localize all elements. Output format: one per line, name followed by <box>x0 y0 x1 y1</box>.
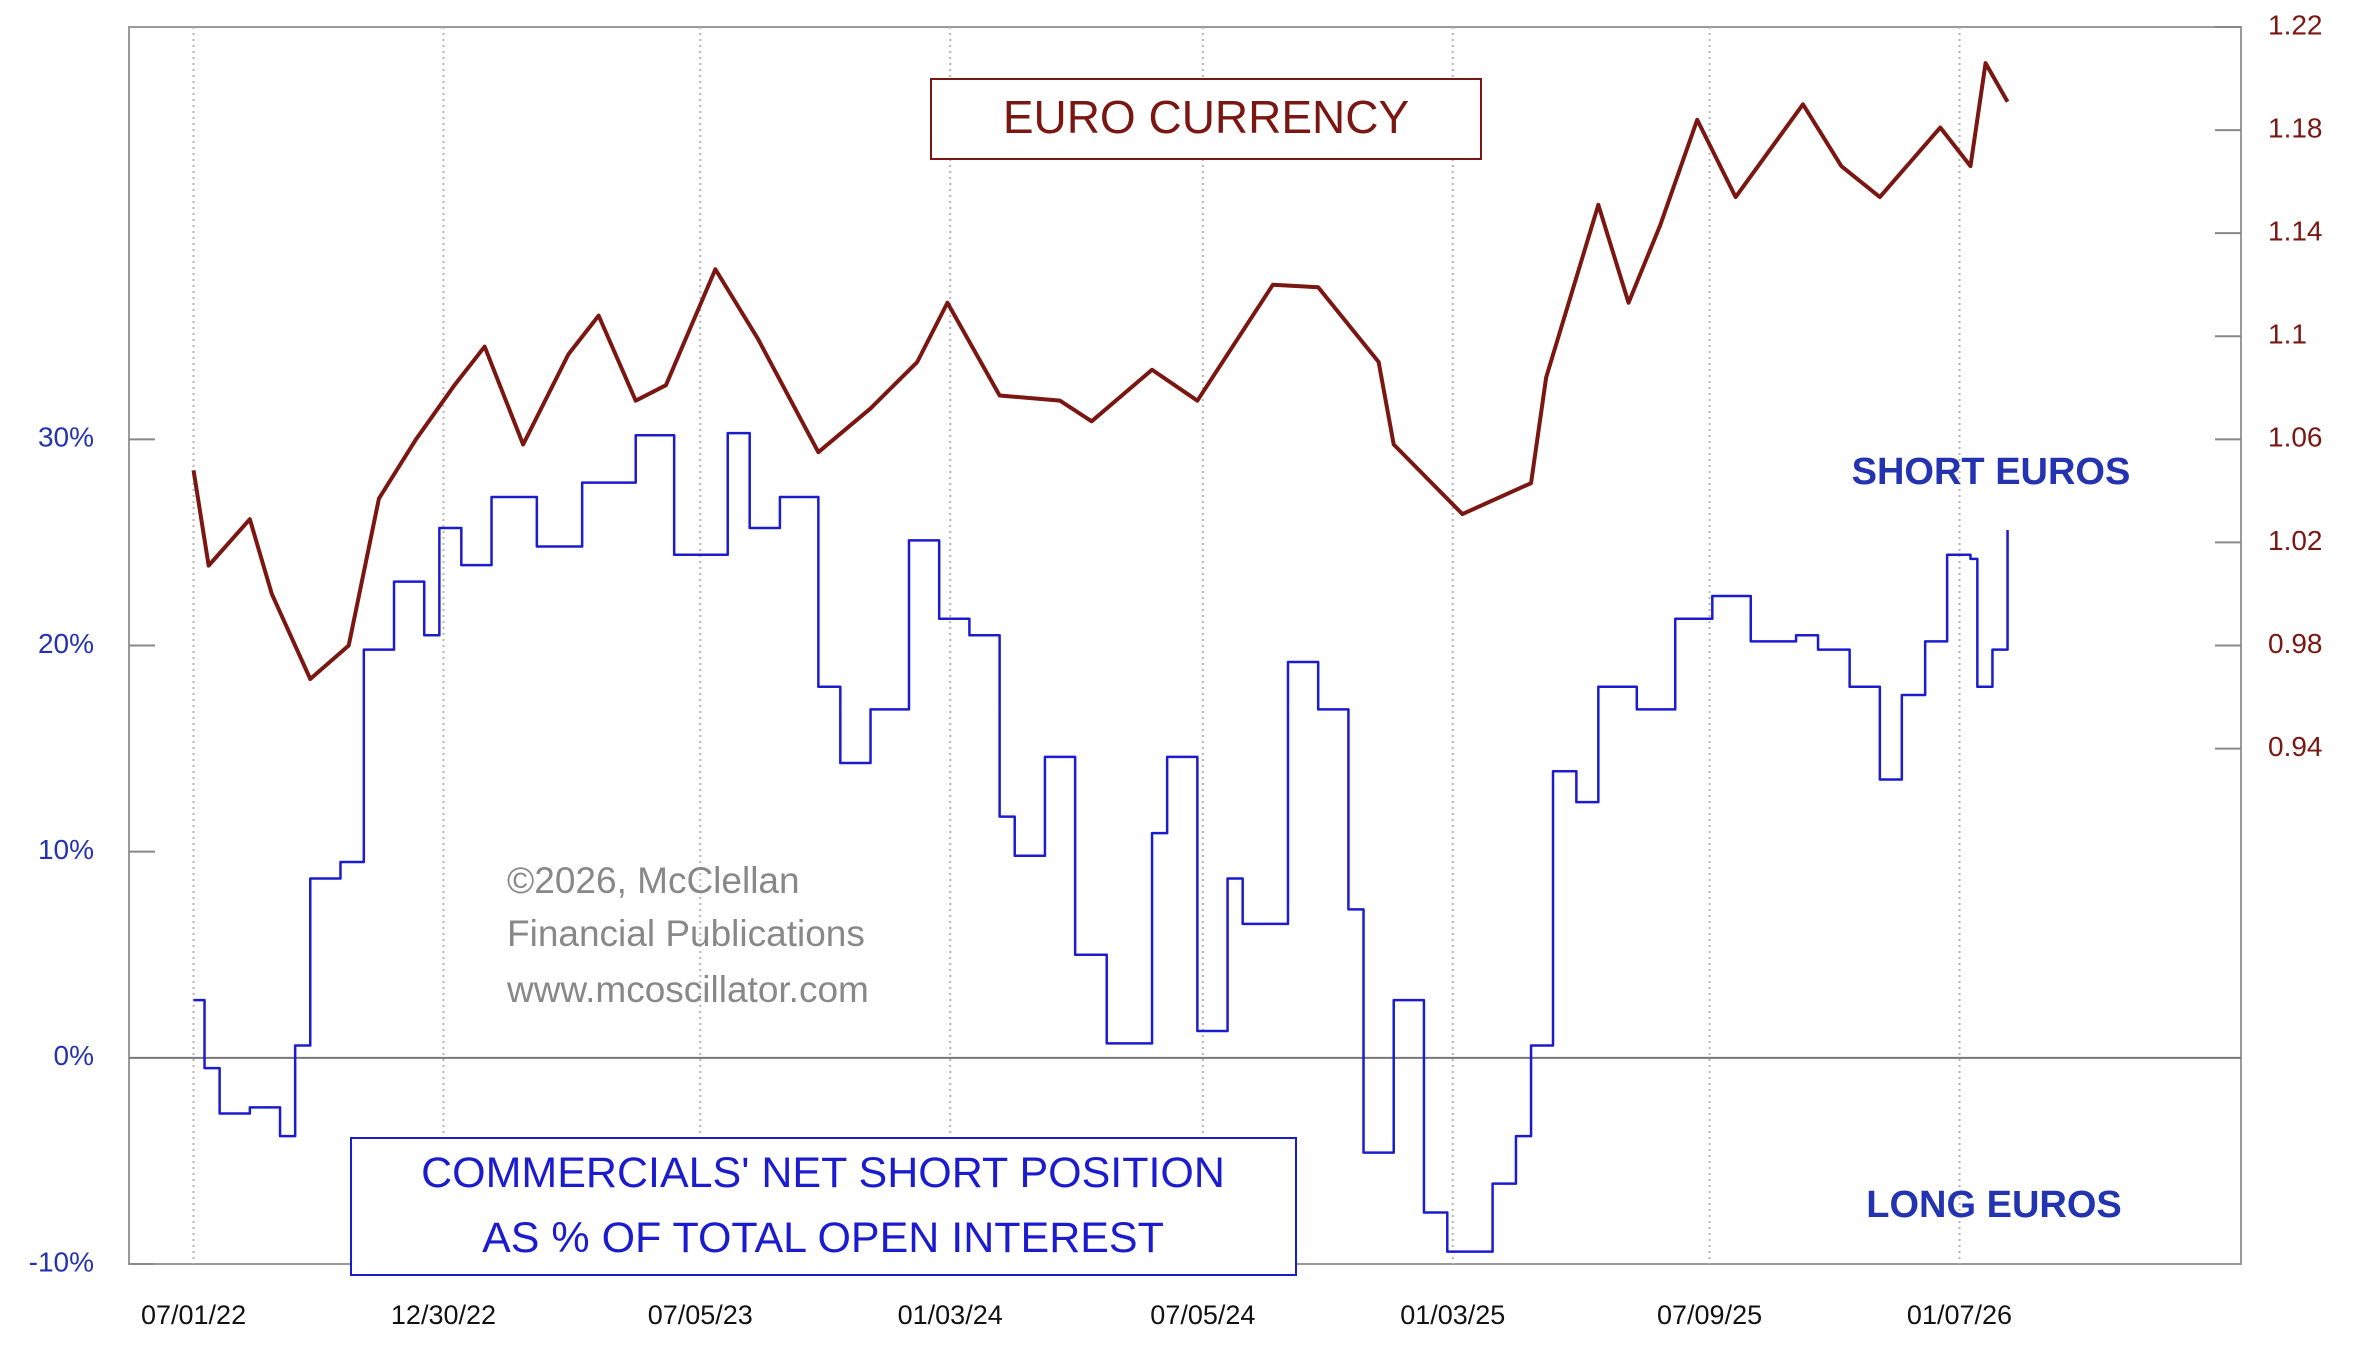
y2-tick-label: 1.22 <box>2268 9 2323 40</box>
grid <box>129 26 2241 1265</box>
x-tick-label: 07/09/25 <box>1657 1300 1762 1330</box>
legend-entry: COMMERCIALS' NET SHORT POSITION AS % OF T… <box>421 1149 1225 1262</box>
annotation: SHORT EUROS <box>1852 451 2131 493</box>
y2-tick-label: 1.18 <box>2268 112 2323 143</box>
lines <box>191 61 2010 1253</box>
annotation: LONG EUROS <box>1866 1184 2121 1226</box>
legend-entry: EURO CURRENCY <box>1003 91 1409 143</box>
y2-tick-label: 1.1 <box>2268 319 2307 350</box>
y-tick-label: -10% <box>29 1246 94 1277</box>
copyright: www.mcoscillator.com <box>506 969 869 1010</box>
x-tick-label: 12/30/22 <box>391 1300 496 1330</box>
x-tick-label: 07/05/23 <box>648 1300 753 1330</box>
y2-tick-label: 1.06 <box>2268 422 2323 453</box>
y2-tick-label: 0.98 <box>2268 628 2323 659</box>
series-line <box>191 61 2010 682</box>
legend-box <box>350 1137 1297 1276</box>
y2-tick-label: 0.94 <box>2268 731 2323 762</box>
x-tick-label: 07/05/24 <box>1150 1300 1255 1330</box>
y-tick-label: 30% <box>38 422 94 453</box>
legend-box <box>930 78 1482 160</box>
series-line <box>193 431 2009 1253</box>
copyright: Financial Publications <box>507 913 865 954</box>
x-tick-label: 07/01/22 <box>141 1300 246 1330</box>
y-tick-label: 0% <box>54 1040 94 1071</box>
y2-tick-label: 1.14 <box>2268 216 2323 247</box>
x-tick-label: 01/07/26 <box>1907 1300 2012 1330</box>
y-tick-label: 20% <box>38 628 94 659</box>
x-tick-label: 01/03/25 <box>1400 1300 1505 1330</box>
y2-tick-label: 1.02 <box>2268 525 2323 556</box>
copyright: ©2026, McClellan <box>507 860 800 901</box>
x-tick-label: 01/03/24 <box>898 1300 1003 1330</box>
y-tick-label: 10% <box>38 834 94 865</box>
